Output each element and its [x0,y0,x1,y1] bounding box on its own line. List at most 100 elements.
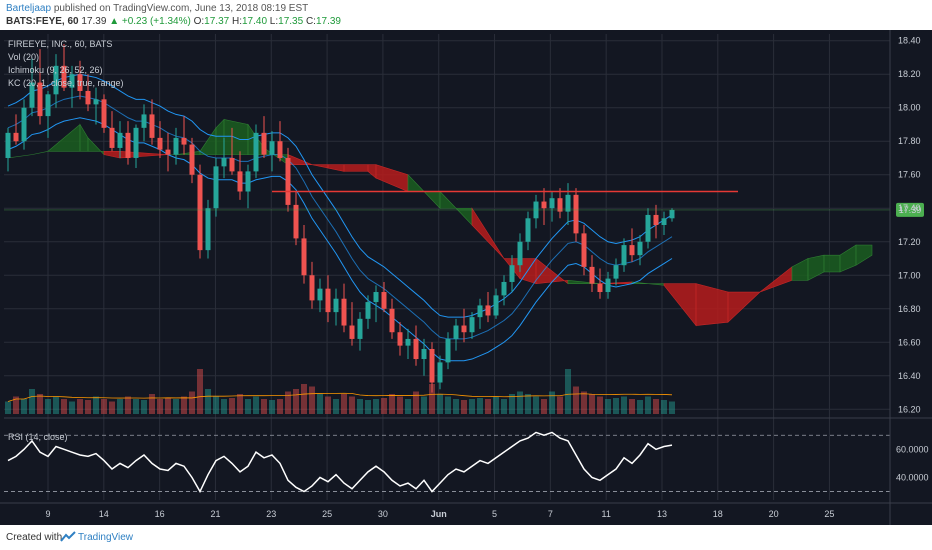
volume-bar [493,396,499,414]
volume-bar [285,391,291,414]
candle-body [445,338,451,363]
candle-body [357,318,363,339]
candle-body [573,194,579,234]
volume-bar [549,391,555,414]
cloud-segment [343,164,369,172]
volume-bar [245,399,251,414]
candles [5,44,675,393]
last-price: 17.39 [81,16,107,27]
candle-body [581,233,587,267]
volume-bar [525,394,531,414]
volume-bar [293,389,299,414]
legend-kc[interactable]: KC (20, 1, close, true, range) [8,78,124,88]
candle-body [21,107,27,142]
chart-svg[interactable]: 17.39 18.40 18.20 18.00 17.80 17.60 17.40 17.20… [0,30,932,525]
volume-bar [125,396,131,414]
volume-bar [461,400,467,414]
publish-header: Barteljaap published on TradingView.com,… [0,0,932,30]
rsi-line [7,431,673,494]
close-label: C: [305,16,316,27]
volume-bar [157,399,163,414]
volume-bar [581,391,587,414]
volume-bar [165,398,171,414]
candle-body [5,132,11,158]
volume-bar [133,399,139,414]
time-tick-label: 14 [99,509,109,519]
volume-bar [229,398,235,414]
candle-body [309,275,315,301]
rsi-tick-label: 60.0000 [896,444,929,454]
volume-bar [325,396,331,414]
volume-bar [333,399,339,414]
legend-volume[interactable]: Vol (20) [8,52,39,62]
candle-body [589,266,595,284]
cloud-segment [727,291,761,323]
volume-bar [485,399,491,414]
volume-bar [541,399,547,414]
time-tick-label: 16 [155,509,165,519]
candle-body [125,132,131,158]
legend-ichimoku[interactable]: Ichimoku (9, 26, 52, 26) [8,65,103,75]
candle-body [597,283,603,293]
price-tick-label: 17.80 [898,136,921,146]
volume-bar [517,391,523,414]
volume-bar [533,396,539,414]
candle-body [101,99,107,128]
legend-rsi[interactable]: RSI (14, close) [8,432,68,442]
time-tick-label: 21 [210,509,220,519]
volume-bar [61,399,67,414]
volume-bar [669,401,675,414]
volume-bar [117,399,123,414]
volume-bar [661,400,667,414]
candle-body [29,82,35,108]
volume-bar [53,396,59,414]
volume-bar [565,369,571,414]
volume-bar [413,391,419,414]
time-tick-label: 9 [45,509,50,519]
volume-bar [173,399,179,414]
candle-body [661,218,667,225]
time-tick-label: 25 [824,509,834,519]
volume-bar [637,400,643,414]
candle-body [605,278,611,293]
time-tick-label: 7 [548,509,553,519]
candle-body [325,288,331,313]
candle-body [61,65,67,88]
candle-body [405,338,411,346]
volume-bar [645,396,651,414]
volume-bar [573,386,579,414]
volume-bar [397,396,403,414]
author-link[interactable]: Barteljaap [6,3,52,14]
volume-bar [597,396,603,414]
candle-body [397,332,403,346]
volume-bar [37,394,43,414]
candle-body [525,218,531,242]
cloud-segment [823,254,841,273]
volume-bar [109,401,115,414]
volume-ma-line [7,392,673,402]
footer: Created with TradingView [0,526,932,550]
volume-bar [605,399,611,414]
candle-body [45,94,51,117]
candle-body [653,214,659,225]
cloud-segment [567,279,601,284]
chart-area[interactable]: 17.39 18.40 18.20 18.00 17.80 17.60 17.40 17.20… [0,30,932,525]
volume-bar [69,401,75,414]
volume-bar [437,394,443,414]
candle-body [149,114,155,138]
legend-instrument[interactable]: FIREEYE, INC., 60, BATS [8,39,112,49]
volume-bar [365,400,371,414]
tradingview-brand[interactable]: TradingView [78,532,134,543]
volume-bar [77,399,83,414]
volume-bar [277,399,283,414]
volume-bar [181,396,187,414]
price-tick-label: 16.80 [898,304,921,314]
low-value: 17.35 [278,16,304,27]
candle-body [389,308,395,333]
volume-bar [317,394,323,414]
candle-body [157,137,163,150]
candle-body [485,305,491,316]
volume-bar [205,389,211,414]
candle-body [189,144,195,175]
candle-body [453,325,459,339]
